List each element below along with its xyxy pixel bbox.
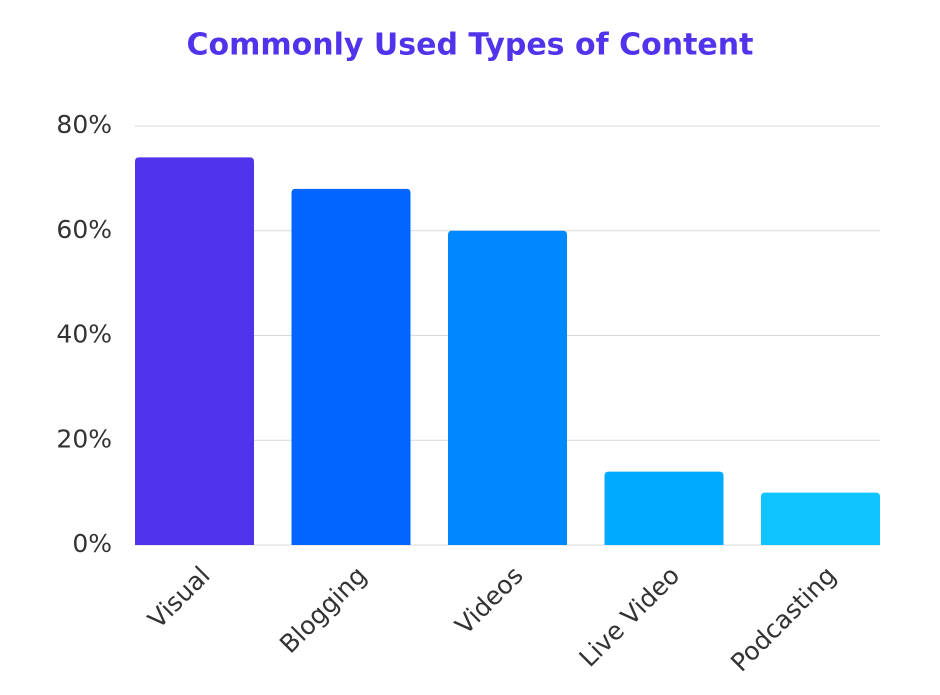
x-tick-label: Visual — [142, 561, 215, 634]
y-tick-label: 0% — [72, 529, 112, 558]
x-tick-label: Live Video — [573, 561, 685, 673]
bar — [135, 157, 254, 546]
y-tick-label: 80% — [56, 110, 112, 139]
bar — [604, 471, 724, 545]
bar — [761, 492, 880, 545]
x-tick-label: Videos — [449, 561, 528, 640]
y-tick-label: 20% — [56, 424, 112, 453]
chart-title: Commonly Used Types of Content — [187, 28, 754, 63]
y-tick-label: 60% — [56, 215, 112, 244]
bar — [448, 230, 567, 545]
x-tick-label: Podcasting — [725, 561, 842, 678]
y-tick-label: 40% — [56, 320, 112, 349]
bar — [291, 188, 411, 545]
x-tick-label: Blogging — [274, 561, 372, 659]
